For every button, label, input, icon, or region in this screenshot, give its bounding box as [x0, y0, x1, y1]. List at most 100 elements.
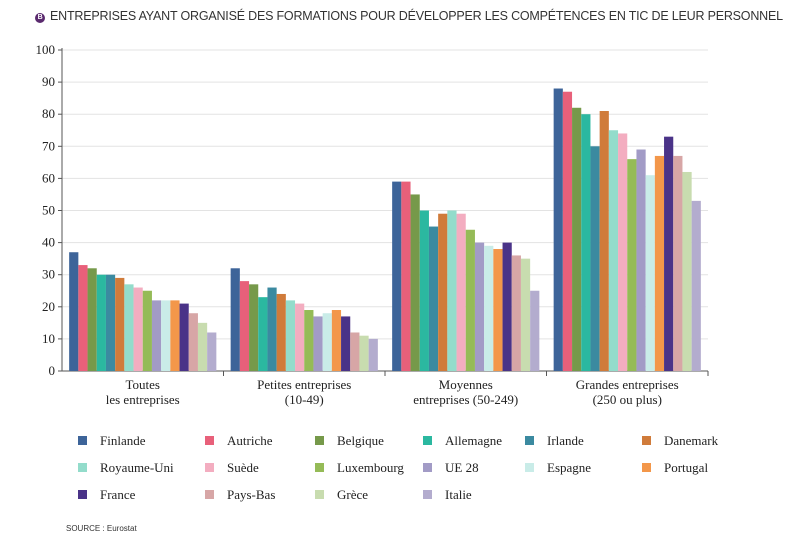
bar-finlande — [230, 268, 240, 371]
legend-label: Finlande — [100, 433, 146, 448]
bar-suède — [456, 213, 466, 371]
bar-danemark — [438, 213, 448, 371]
y-tick-label: 60 — [42, 170, 55, 185]
legend-item: Grèce — [315, 487, 368, 503]
legend-swatch — [642, 436, 651, 445]
legend-label: Luxembourg — [337, 460, 404, 475]
x-category-label: Toutes — [126, 377, 160, 392]
bar-italie — [691, 200, 701, 371]
legend-swatch — [315, 463, 324, 472]
bar-portugal — [654, 155, 665, 371]
bar-grèce — [682, 171, 692, 371]
legend-item: Irlande — [525, 433, 584, 449]
bar-autriche — [239, 281, 250, 371]
bar-irlande — [428, 226, 439, 371]
legend-swatch — [78, 436, 87, 445]
bar-suède — [618, 133, 628, 371]
bar-belgique — [87, 268, 97, 371]
bar-luxembourg — [465, 229, 475, 371]
x-category-label: Petites entreprises — [257, 377, 351, 392]
bar-allemagne — [419, 210, 429, 371]
bar-finlande — [392, 181, 402, 371]
bar-belgique — [572, 107, 582, 371]
legend-swatch — [642, 463, 651, 472]
legend-swatch — [205, 436, 214, 445]
legend-swatch — [525, 436, 534, 445]
legend-label: Irlande — [547, 433, 584, 448]
legend-item: Portugal — [642, 460, 708, 476]
bar-luxembourg — [627, 159, 637, 371]
bar-italie — [530, 290, 540, 371]
bar-allemagne — [258, 297, 268, 371]
legend-item: Espagne — [525, 460, 591, 476]
bar-autriche — [401, 181, 411, 371]
y-tick-label: 70 — [42, 138, 55, 153]
legend-label: Belgique — [337, 433, 384, 448]
legend-label: Autriche — [227, 433, 273, 448]
title-text: ENTREPRISES AYANT ORGANISÉ DES FORMATION… — [50, 9, 783, 23]
bar-espagne — [322, 313, 332, 371]
legend-item: Luxembourg — [315, 460, 404, 476]
x-category-label: (250 ou plus) — [593, 392, 662, 407]
bar-ue-28 — [636, 149, 646, 371]
legend-label: Grèce — [337, 487, 369, 502]
legend-item: France — [78, 487, 135, 503]
bar-finlande — [553, 88, 563, 372]
bar-irlande — [267, 287, 277, 371]
y-tick-label: 0 — [49, 363, 56, 378]
y-tick-label: 50 — [42, 203, 55, 218]
bar-royaume-uni — [447, 210, 457, 371]
x-category-label: entreprises (50-249) — [413, 392, 518, 407]
bar-irlande — [105, 274, 116, 371]
bar-ue-28 — [474, 242, 485, 371]
bar-irlande — [590, 146, 600, 371]
legend-swatch — [315, 490, 324, 499]
legend-swatch — [423, 463, 432, 472]
legend-swatch — [423, 490, 432, 499]
bar-allemagne — [96, 274, 106, 371]
title-badge: B — [35, 13, 45, 23]
legend-item: UE 28 — [423, 460, 479, 476]
bar-pays-bas — [350, 332, 360, 371]
bar-france — [502, 242, 512, 371]
bar-espagne — [484, 245, 494, 371]
legend-item: Danemark — [642, 433, 718, 449]
bar-espagne — [645, 175, 655, 371]
y-tick-label: 10 — [42, 331, 55, 346]
bar-grèce — [520, 258, 531, 371]
bar-autriche — [78, 265, 88, 371]
legend-item: Belgique — [315, 433, 384, 449]
bar-royaume-uni — [608, 130, 619, 371]
legend-label: UE 28 — [445, 460, 479, 475]
bar-danemark — [599, 110, 609, 372]
legend-label: Pays-Bas — [227, 487, 276, 502]
bar-italie — [207, 332, 217, 371]
x-category-label: (10-49) — [285, 392, 324, 407]
x-category-label: Grandes entreprises — [576, 377, 679, 392]
bar-portugal — [493, 249, 503, 371]
chart-title: B ENTREPRISES AYANT ORGANISÉ DES FORMATIO… — [35, 9, 783, 23]
bar-grèce — [359, 335, 369, 371]
legend-label: Danemark — [664, 433, 719, 448]
legend-label: Royaume-Uni — [100, 460, 174, 475]
bar-suède — [133, 287, 143, 371]
legend-item: Italie — [423, 487, 472, 503]
y-tick-label: 20 — [42, 299, 55, 314]
bar-autriche — [562, 91, 573, 371]
y-tick-label: 90 — [42, 74, 55, 89]
legend-item: Finlande — [78, 433, 146, 449]
bar-portugal — [331, 310, 342, 371]
legend-label: Italie — [445, 487, 472, 502]
y-tick-label: 30 — [42, 267, 55, 282]
bar-espagne — [161, 300, 171, 371]
legend-item: Suède — [205, 460, 259, 476]
legend-swatch — [525, 463, 534, 472]
legend-item: Allemagne — [423, 433, 502, 449]
legend-item: Royaume-Uni — [78, 460, 174, 476]
bar-luxembourg — [304, 310, 314, 371]
bar-finlande — [69, 252, 79, 371]
bar-allemagne — [581, 114, 591, 371]
bar-pays-bas — [188, 313, 198, 371]
legend-swatch — [205, 490, 214, 499]
